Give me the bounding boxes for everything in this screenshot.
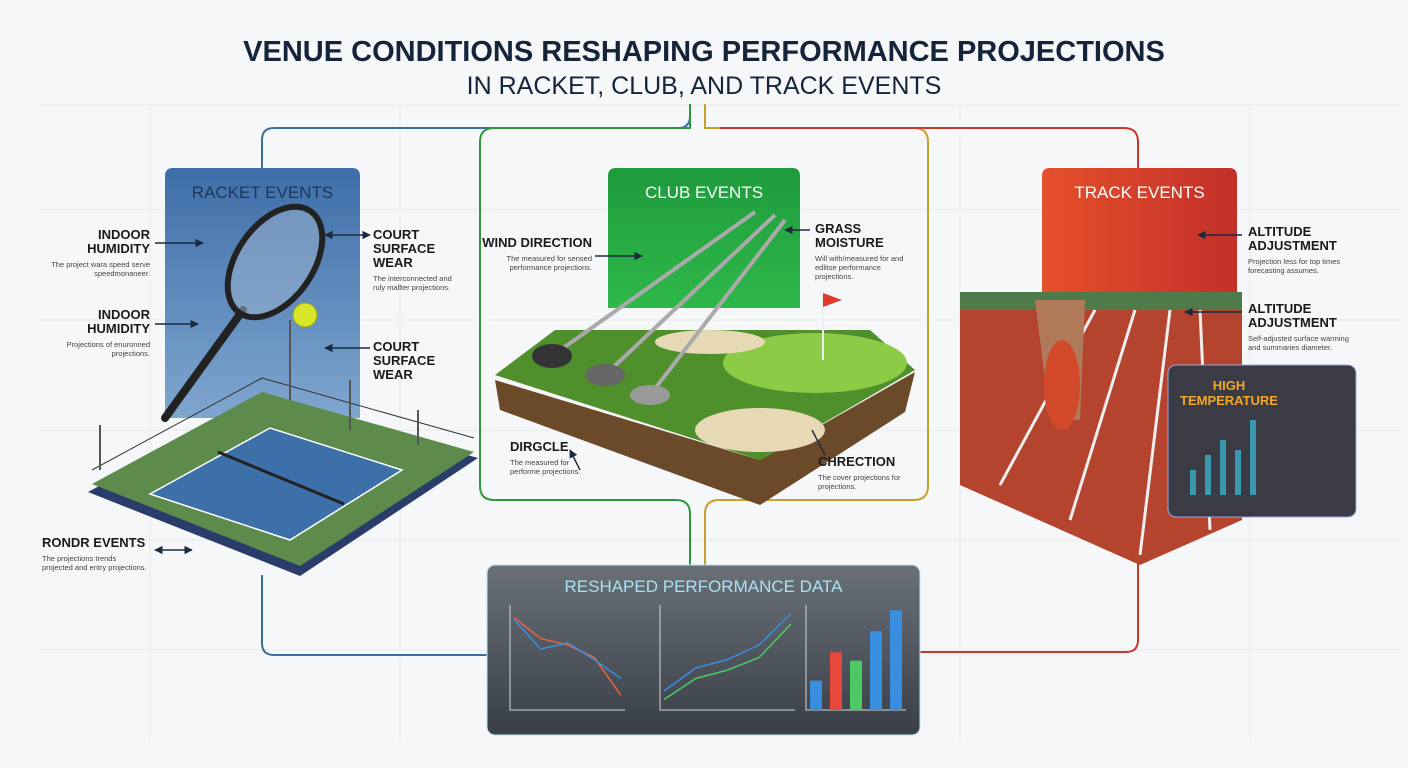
section-title: TRACK EVENTS — [1074, 183, 1205, 202]
line — [663, 612, 792, 692]
bar — [850, 660, 862, 710]
arrows — [154, 225, 1242, 555]
factor: RONDR EVENTS The projections trends proje… — [42, 535, 147, 573]
factor: CHRECTION The cover projections for proje… — [818, 454, 901, 492]
factor: GRASS MOISTURE Will with/measured for and… — [815, 221, 904, 282]
factor: COURT SURFACE WEAR The interconnected and… — [373, 227, 452, 293]
axis — [659, 605, 795, 711]
factor: ALTITUDE ADJUSTMENT Projection less for t… — [1248, 224, 1341, 276]
bar — [890, 610, 902, 710]
racket — [161, 203, 326, 422]
subtitle: IN RACKET, CLUB, AND TRACK EVENTS — [466, 72, 942, 100]
factor: INDOOR HUMIDITY Projections of enuronned … — [66, 307, 150, 359]
tennis-court — [88, 320, 478, 576]
track-panel — [1042, 168, 1237, 292]
bar — [830, 652, 842, 710]
panel-title: RESHAPED PERFORMANCE DATA — [564, 577, 843, 596]
line — [663, 623, 792, 701]
mini-charts — [509, 605, 906, 711]
factor: INDOOR HUMIDITY The project wara speed se… — [51, 227, 150, 279]
temperature-bars — [1190, 420, 1256, 495]
bar — [810, 680, 822, 710]
title: VENUE CONDITIONS RESHAPING PERFORMANCE P… — [243, 36, 1165, 68]
club-panel — [608, 168, 800, 308]
factor: COURT SURFACE WEAR — [373, 339, 436, 382]
bar — [870, 631, 882, 710]
line — [513, 617, 622, 696]
golf-green — [495, 210, 915, 505]
temperature-card — [1167, 364, 1357, 518]
section-title: CLUB EVENTS — [644, 183, 764, 202]
line — [513, 619, 622, 680]
axis — [509, 605, 625, 711]
factor: ALTITUDE ADJUSTMENT Self-adjusted surface… — [1248, 301, 1349, 353]
factor: WIND DIRECTION The measured for sensed pe… — [482, 235, 592, 273]
factor: DIRGCLE The measured for performe project… — [510, 439, 581, 477]
connectors — [261, 104, 1139, 656]
highlight: HIGH TEMPERATURE — [1180, 378, 1278, 408]
section-title: RACKET EVENTS — [191, 183, 334, 202]
